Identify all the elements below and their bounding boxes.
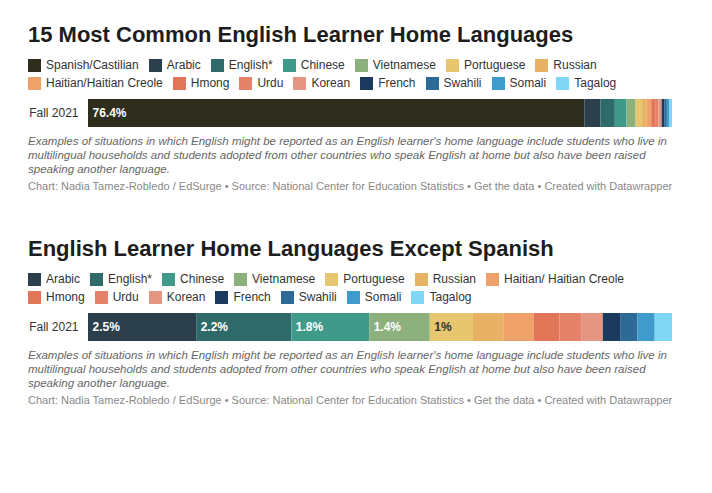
svg-text:1.4%: 1.4%	[374, 320, 402, 334]
html-text:Vietnamese: Vietnamese	[372, 58, 436, 72]
html-text:Somali: Somali	[364, 290, 402, 304]
svg-text:76.4%: 76.4%	[93, 106, 127, 120]
html-text:Urdu: Urdu	[257, 76, 284, 90]
html-text:Chart: Nadia Tamez-Robledo / E: Chart: Nadia Tamez-Robledo / EdSurge • S…	[28, 394, 673, 406]
html-text:Chinese: Chinese	[300, 58, 345, 72]
html-text:Urdu: Urdu	[112, 290, 139, 304]
html-text:Portuguese: Portuguese	[343, 272, 405, 286]
html-text:Arabic: Arabic	[46, 272, 80, 286]
html-text:Haitian/ Haitian Creole: Haitian/ Haitian Creole	[504, 272, 624, 286]
html-text:Chinese: Chinese	[180, 272, 225, 286]
html-text:Examples of situations in whic: Examples of situations in which English …	[28, 349, 667, 389]
html-text:Swahili: Swahili	[443, 76, 482, 90]
html-text:Vietnamese: Vietnamese	[252, 272, 316, 286]
html-text:Russian: Russian	[432, 272, 476, 286]
svg-text:Fall 2021: Fall 2021	[29, 320, 79, 334]
svg-text:Fall 2021: Fall 2021	[29, 106, 79, 120]
html-text:Tagalog: Tagalog	[429, 290, 472, 304]
html-text:Examples of situations in whic: Examples of situations in which English …	[28, 135, 667, 175]
html-text:French: French	[378, 76, 416, 90]
html-text:Haitian/Haitian Creole: Haitian/Haitian Creole	[46, 76, 163, 90]
html-text:English*: English*	[228, 58, 273, 72]
html-text:Spanish/Castilian: Spanish/Castilian	[46, 58, 139, 72]
svg-text:1%: 1%	[434, 320, 452, 334]
html-text:Portuguese: Portuguese	[464, 58, 526, 72]
html-text:Somali: Somali	[509, 76, 547, 90]
html-text:English Learner Home Languages: English Learner Home Languages Except Sp…	[28, 236, 554, 261]
html-text:Chart: Nadia Tamez-Robledo / E: Chart: Nadia Tamez-Robledo / EdSurge • S…	[28, 180, 673, 192]
svg-text:2.5%: 2.5%	[93, 320, 121, 334]
html-text:Swahili: Swahili	[298, 290, 337, 304]
svg-text:1.8%: 1.8%	[296, 320, 324, 334]
html-text:Tagalog: Tagalog	[574, 76, 617, 90]
html-text:Russian: Russian	[553, 58, 597, 72]
html-text:English*: English*	[108, 272, 152, 286]
html-text:Hmong: Hmong	[46, 290, 85, 304]
html-text:Korean: Korean	[311, 76, 351, 90]
html-text:15 Most Common English Learner: 15 Most Common English Learner Home Lang…	[28, 22, 574, 47]
html-text:Arabic: Arabic	[166, 58, 201, 72]
html-text:French: French	[233, 290, 271, 304]
svg-text:2.2%: 2.2%	[201, 320, 229, 334]
html-text:Korean: Korean	[166, 290, 206, 304]
html-text:Hmong: Hmong	[190, 76, 230, 90]
